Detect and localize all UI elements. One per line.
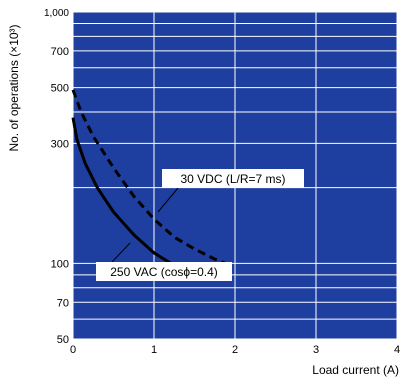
x-tick-label: 3 bbox=[313, 344, 319, 356]
y-tick-label: 700 bbox=[51, 46, 69, 58]
series bbox=[71, 89, 232, 267]
annotation-box bbox=[162, 169, 304, 188]
series-line-30vdc bbox=[71, 89, 232, 267]
x-axis-label: Load current (A) bbox=[312, 363, 399, 377]
y-tick-label: 50 bbox=[57, 334, 69, 346]
x-tick-label: 4 bbox=[394, 344, 400, 356]
annotation-box bbox=[96, 262, 232, 281]
annotations: 30 VDC (L/R=7 ms) 250 VAC (cosϕ=0.4) bbox=[96, 169, 304, 281]
grid bbox=[72, 11, 398, 340]
annotation-label: 30 VDC (L/R=7 ms) bbox=[180, 172, 285, 186]
annotation-leader bbox=[157, 187, 179, 213]
x-tick-label: 2 bbox=[232, 344, 238, 356]
y-tick-label: 500 bbox=[51, 83, 69, 95]
y-axis-label: No. of operations (×10³) bbox=[7, 24, 21, 151]
x-tick-label: 1 bbox=[151, 344, 157, 356]
x-tick-label: 0 bbox=[70, 344, 76, 356]
y-tick-label: 70 bbox=[57, 297, 69, 309]
ticks: 0 1 2 3 4 50 70 100 300 500 700 1,000 bbox=[44, 8, 400, 356]
y-tick-label: 300 bbox=[51, 138, 69, 150]
y-tick-label: 100 bbox=[51, 258, 69, 270]
y-tick-label: 1,000 bbox=[44, 8, 69, 19]
series-line-250vac bbox=[71, 117, 176, 267]
annotation-label: 250 VAC (cosϕ=0.4) bbox=[110, 265, 218, 279]
annotation-leader bbox=[111, 242, 131, 263]
